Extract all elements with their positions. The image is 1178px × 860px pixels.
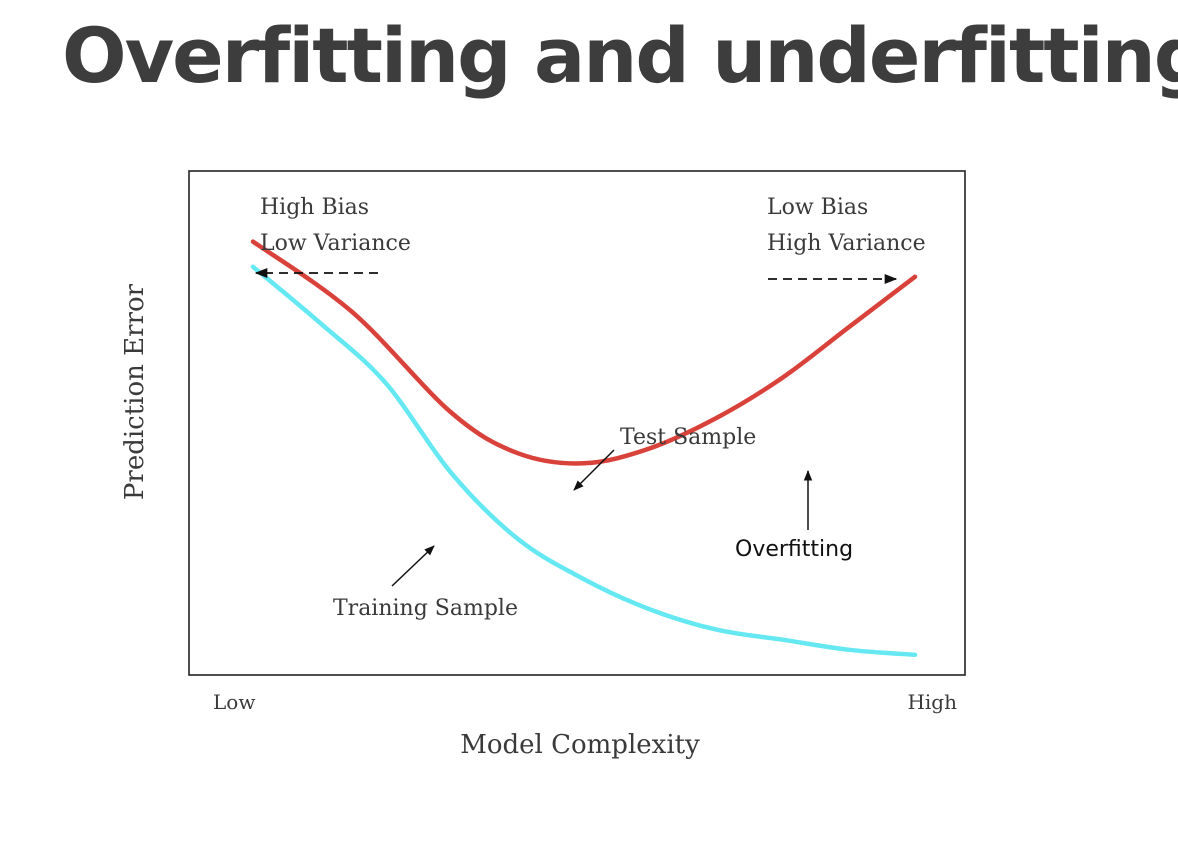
x-tick-low: Low	[213, 690, 255, 714]
x-axis-label: Model Complexity	[460, 730, 700, 760]
overfitting-label: Overfitting	[735, 537, 853, 562]
x-tick-high: High	[907, 690, 957, 714]
plot-frame	[188, 170, 966, 676]
test-sample-pointer	[573, 449, 615, 491]
right-regime-line-2: High Variance	[767, 231, 926, 256]
test-sample-label: Test Sample	[620, 425, 756, 450]
training-sample-pointer	[391, 545, 435, 587]
training-sample-label: Training Sample	[333, 596, 518, 621]
left-regime-line-2: Low Variance	[260, 231, 411, 256]
series-line-training-sample	[250, 264, 918, 658]
y-axis-label: Prediction Error	[120, 283, 150, 500]
right-regime-line-1: Low Bias	[767, 195, 868, 220]
left-regime-line-1: High Bias	[260, 195, 369, 220]
slide-title: Overfitting and underfitting	[62, 11, 1178, 100]
